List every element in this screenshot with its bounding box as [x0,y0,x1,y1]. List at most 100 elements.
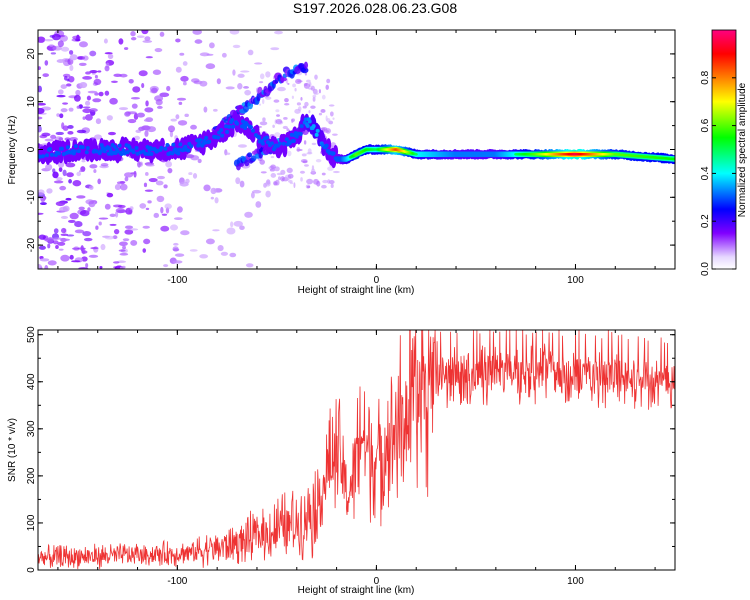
spectrogram-noise-blob [130,96,141,100]
spectrogram-ridge-cell [289,132,294,137]
spectrogram-noise-blob [104,235,115,240]
spectrogram-noise-blob [144,36,151,42]
snr-axes: -100 0 100 0 100 200 300 400 500 [26,326,675,587]
spectrogram-ridge-cell [195,138,200,143]
spectrogram-ridge-cell [293,131,298,136]
spectrogram-noise-blob [239,225,245,230]
spectrogram-noise-blob [245,263,254,268]
spectrogram-ridge-cell [106,151,111,156]
spectrogram-noise-blob [38,234,46,240]
spectrogram-noise-blob [303,82,310,89]
spectrogram-ridge-cell [73,144,78,149]
spectrogram-noise-blob [327,166,334,171]
spectrogram-ridge-cell [122,151,127,156]
snr-frame [37,329,676,571]
spectrogram-ridge-cell [117,143,122,148]
spectrogram-noise-blob [302,105,307,109]
spectrogram-noise-blob [114,183,121,191]
spectrogram-noise-blob [136,35,145,38]
spectrogram-noise-blob [144,130,149,137]
spectrogram-noise-blob [259,121,268,126]
spectrogram-noise-blob [57,40,64,48]
spectrogram-ridge-cell [38,154,42,159]
spectrogram-noise-blob [170,118,178,122]
spectrogram-noise-blob [57,89,64,95]
spectrogram-ridge-cell [186,148,191,153]
spectrogram-noise-blob [247,49,254,56]
spectrogram-noise-blob [310,105,316,109]
spectrogram-ridge-cell [72,149,77,154]
spectrogram-noise-blob [133,135,141,141]
spectrogram-noise-blob [177,206,183,213]
spectrogram-noise-blob [138,126,145,131]
spectrogram-noise-blob [60,46,70,52]
snr-ylabel: SNR (10 * v/v) [7,418,18,482]
spectrogram-noise-blob [226,227,236,235]
spectrogram-noise-blob [51,33,61,41]
spectrogram-noise-blob [145,56,153,59]
spectrogram-noise-blob [274,30,283,35]
spectrogram-noise-blob [184,113,189,118]
spectrogram-noise-blob [277,86,286,92]
spectrogram-noise-blob [328,104,335,107]
spectrogram-noise-blob [160,206,164,214]
spectrogram-noise-blob [104,90,110,96]
spectrogram-noise-blob [330,183,334,189]
spectrogram-noise-blob [301,153,307,157]
spectrogram-noise-blob [259,103,262,106]
spectrogram-noise-blob [177,120,188,126]
spectrogram-noise-blob [94,134,102,140]
spectrogram-noise-blob [98,91,104,97]
spectrogram-noise-blob [76,171,82,177]
spectrogram-ridge-cell [299,124,304,129]
spectrogram-noise-blob [203,106,208,113]
spectrogram-noise-blob [297,106,302,112]
spectrogram-ridge-cell [203,140,208,145]
spectrogram-ridge-cell [298,132,303,137]
spectrogram-noise-blob [119,252,129,256]
chart-title: S197.2026.028.06.23.G08 [292,0,458,16]
spectrogram-noise-blob [60,233,69,236]
spectrogram-noise-blob [179,52,185,56]
spectrogram-noise-blob [67,125,74,129]
spectrogram-noise-blob [255,201,262,208]
spectrogram-noise-blob [312,96,316,102]
spectrogram-noise-blob [269,168,275,172]
spectrogram-noise-blob [300,177,303,182]
spectrogram-noise-blob [159,31,165,37]
spectrogram-noise-blob [72,35,81,40]
snr-series-line [38,330,675,570]
spectrogram-noise-blob [89,50,97,57]
spectrogram-ridge-cell [245,122,250,127]
spectrogram-x-tick-label: -100 [167,275,187,286]
spectrogram-noise-blob [76,105,81,109]
spectrogram-noise-blob [182,61,188,66]
spectrogram-noise-blob [175,38,181,43]
spectrogram-noise-blob [274,132,281,138]
spectrogram-branch-cell [244,159,250,167]
spectrogram-noise-blob [275,109,280,113]
spectrogram-ridge-cell [250,128,255,133]
spectrogram-noise-blob [210,187,217,195]
spectrogram-noise-blob [57,161,65,168]
spectrogram-ridge-cell [177,147,182,152]
snr-y-tick-label: 300 [26,420,37,437]
spectrogram-noise-blob [120,183,128,191]
spectrogram-noise-blob [127,119,137,124]
spectrogram-noise-blob [182,81,187,86]
spectrogram-noise-blob [244,89,252,96]
spectrogram-noise-blob [265,71,271,78]
spectrogram-noise-blob [159,92,170,98]
spectrogram-noise-blob [259,81,264,84]
spectrogram-ridge-cell [178,142,183,147]
spectrogram-noise-blob [103,38,108,44]
spectrogram-y-tick-label: -10 [26,190,37,205]
spectrogram-noise-blob [84,100,91,106]
spectrogram-ridge-cell [85,145,90,150]
spectrogram-noise-blob [62,169,67,177]
spectrogram-noise-blob [60,227,67,234]
spectrogram-noise-blob [151,87,158,94]
spectrogram-noise-blob [46,188,53,194]
spectrogram-noise-blob [296,102,302,106]
spectrogram-noise-blob [68,75,75,83]
